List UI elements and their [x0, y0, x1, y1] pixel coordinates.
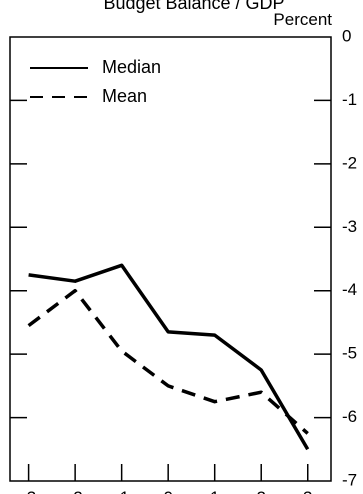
tick-labels: -3 -2 -1 0 1 2 3 0 -1 -2 -3 -4 -5 -6 -7 — [21, 26, 357, 494]
y-tick-label: -2 — [342, 153, 357, 172]
y-tick-label: -4 — [342, 280, 357, 299]
y-tick-label: -6 — [342, 407, 357, 426]
x-tick-label: 0 — [163, 488, 172, 494]
x-tick-label: 3 — [303, 488, 312, 494]
chart-title: Budget Balance / GDP — [103, 0, 284, 13]
y-tick-label: -5 — [342, 344, 357, 363]
legend-label: Median — [102, 57, 161, 77]
series-line-mean — [27, 288, 309, 435]
plot-frame — [9, 36, 332, 482]
x-tick-label: 2 — [256, 488, 265, 494]
legend: Median Mean — [30, 57, 161, 106]
y-tick-label: -3 — [342, 217, 357, 236]
x-tick-label: -1 — [114, 488, 129, 494]
unit-label: Percent — [273, 10, 332, 29]
x-tick-label: -2 — [68, 488, 83, 494]
series-lines — [27, 263, 310, 451]
x-tick-label: -3 — [21, 488, 36, 494]
y-tick-label: 0 — [342, 26, 351, 45]
y-tick-label: -1 — [342, 90, 357, 109]
legend-label: Mean — [102, 86, 147, 106]
x-tick-label: 1 — [210, 488, 219, 494]
axis-ticks — [10, 99, 331, 481]
y-tick-label: -7 — [342, 470, 357, 489]
series-line-median — [28, 263, 310, 451]
